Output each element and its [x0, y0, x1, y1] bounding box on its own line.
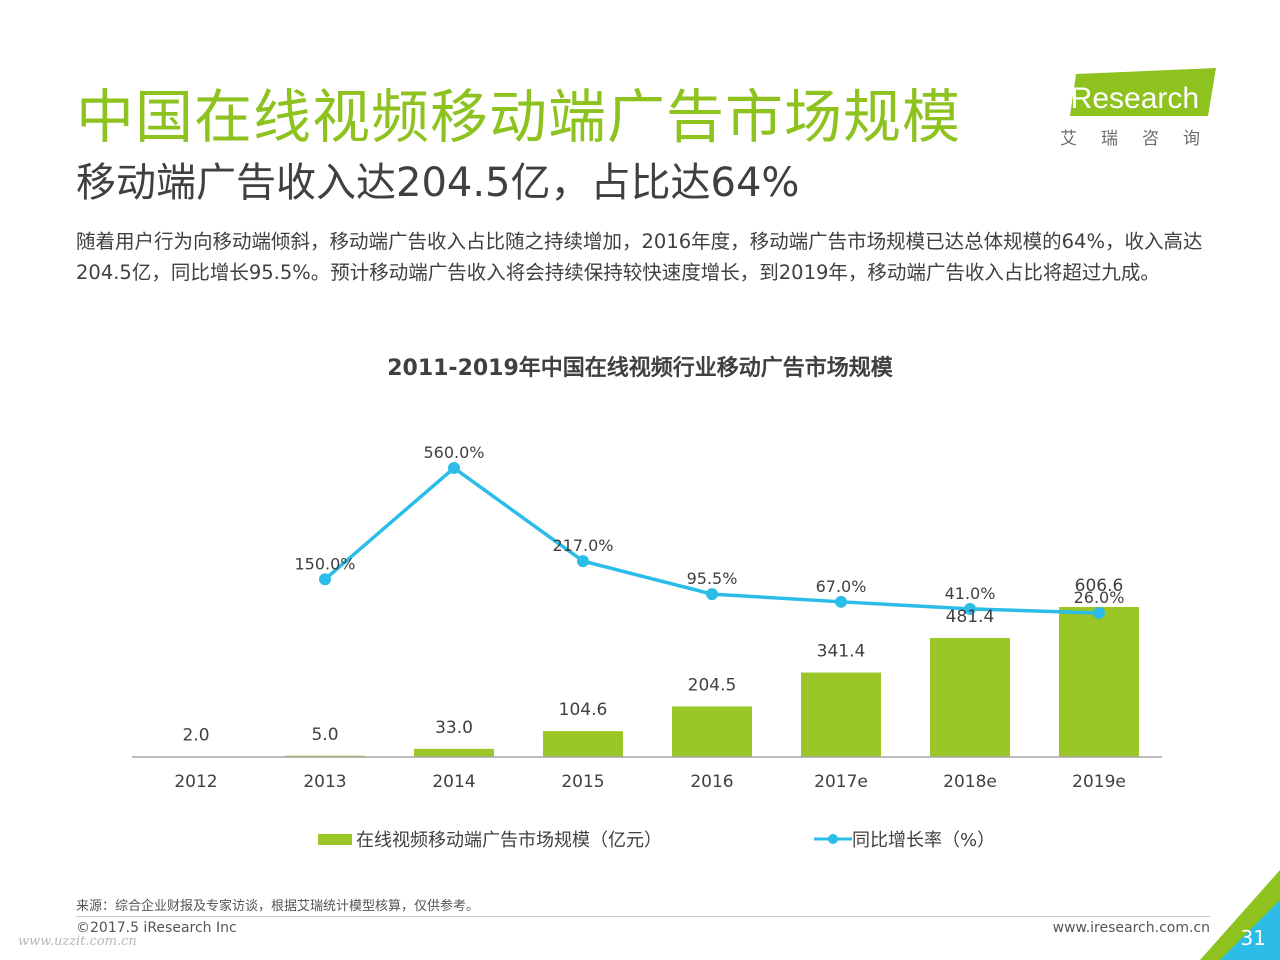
footer-divider: [76, 916, 1210, 917]
growth-point-2019e: [1093, 606, 1105, 619]
page-subtitle: 移动端广告收入达204.5亿，占比达64%: [76, 160, 800, 206]
x-tick-label: 2014: [432, 772, 475, 792]
growth-point-2018e: [964, 602, 976, 615]
bar-value-label: 2.0: [182, 726, 209, 746]
growth-value-label: 150.0%: [294, 554, 355, 573]
growth-point-2016: [706, 588, 718, 601]
legend-item-bar: 在线视频移动端广告市场规模（亿元）: [318, 826, 662, 852]
growth-point-2015: [577, 555, 589, 568]
growth-point-2017e: [835, 595, 847, 608]
iresearch-logo: iResearch: [1064, 68, 1216, 116]
watermark: www.uzzit.com.cn: [18, 934, 137, 949]
page-number: 31: [1240, 926, 1266, 950]
x-tick-label: 2018e: [943, 772, 997, 792]
x-tick-label: 2013: [303, 772, 346, 792]
corner-decoration: [1200, 870, 1280, 960]
bar-value-label: 341.4: [817, 642, 866, 662]
growth-value-label: 26.0%: [1074, 588, 1125, 607]
growth-value-label: 217.0%: [552, 536, 613, 555]
legend-bar-swatch: [318, 833, 352, 845]
growth-point-2013: [319, 573, 331, 586]
legend-item-line: 同比增长率（%）: [814, 826, 995, 852]
x-tick-label: 2019e: [1072, 772, 1126, 792]
summary-paragraph: 随着用户行为向移动端倾斜，移动端广告收入占比随之持续增加，2016年度，移动端广…: [76, 230, 1203, 284]
x-tick-labels: 2012 2013 2014 2015 2016 2017e 2018e 2019e: [174, 772, 1126, 792]
copyright: ©2017.5 iResearch Inc: [76, 920, 237, 936]
growth-value-label: 95.5%: [687, 569, 738, 588]
x-tick-label: 2016: [690, 772, 733, 792]
bar-value-label: 204.5: [688, 675, 737, 695]
x-tick-label: 2012: [174, 772, 217, 792]
bar-value-label: 104.6: [559, 700, 608, 720]
bar-2017e: [801, 672, 881, 757]
legend-line-label: 同比增长率（%）: [852, 830, 996, 851]
legend-line-swatch: [814, 834, 852, 844]
bar-series: [156, 607, 1139, 758]
bar-2018e: [930, 637, 1010, 757]
growth-point-2014: [448, 462, 460, 474]
data-labels: 2.0 5.0 33.0 104.6 204.5 341.4 481.4 606.6 150.0…: [182, 443, 1124, 746]
growth-value-label: 560.0%: [423, 443, 484, 462]
x-tick-label: 2015: [561, 772, 604, 792]
growth-value-label: 67.0%: [816, 577, 867, 596]
bar-2016: [672, 706, 752, 757]
legend-bar-label: 在线视频移动端广告市场规模（亿元）: [356, 830, 662, 851]
logo-text: iResearch: [1064, 82, 1199, 115]
bar-2014: [414, 748, 494, 757]
bar-value-label: 33.0: [435, 718, 473, 738]
bar-2019e: [1059, 607, 1139, 757]
bar-value-label: 606.6: [1075, 576, 1124, 596]
page-title: 中国在线视频移动端广告市场规模: [76, 83, 962, 151]
x-tick-label: 2017e: [814, 772, 868, 792]
growth-line-series: [319, 462, 1105, 619]
website-link[interactable]: www.iresearch.com.cn: [1052, 920, 1210, 936]
bar-2015: [543, 731, 623, 757]
growth-value-label: 41.0%: [945, 584, 996, 603]
chart-title: 2011-2019年中国在线视频行业移动广告市场规模: [387, 356, 893, 381]
bar-value-label: 5.0: [311, 725, 338, 745]
source-note: 来源：综合企业财报及专家访谈，根据艾瑞统计模型核算，仅供参考。: [76, 899, 480, 914]
logo-chinese-name: 艾瑞咨询: [1060, 129, 1224, 149]
bar-value-label: 481.4: [946, 607, 995, 627]
